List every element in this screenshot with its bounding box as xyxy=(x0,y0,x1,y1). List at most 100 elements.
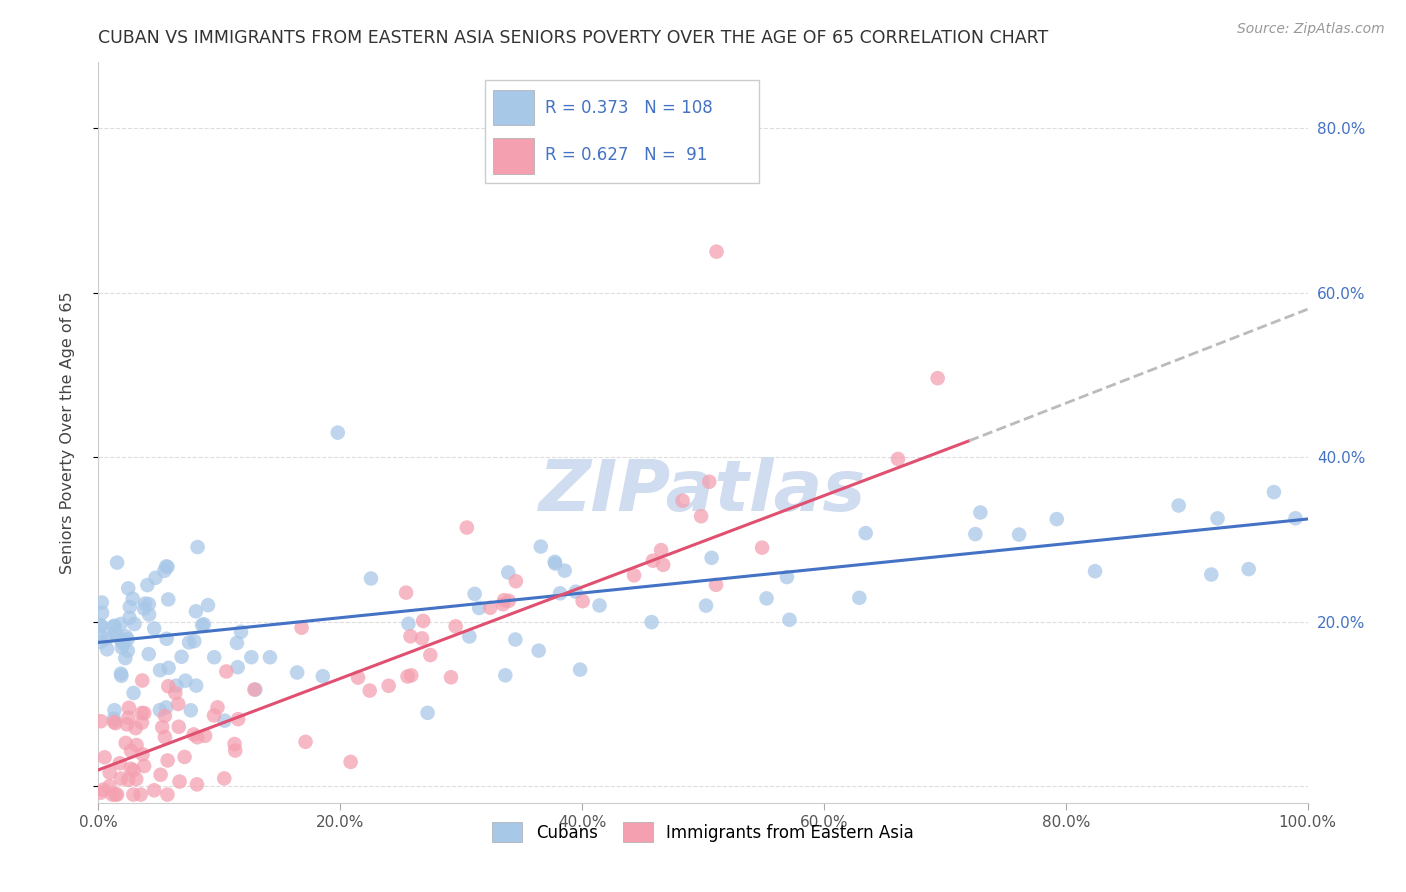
Point xyxy=(138,647,160,661)
Point xyxy=(416,706,439,720)
Point xyxy=(187,540,209,554)
Point xyxy=(339,755,361,769)
Point xyxy=(214,714,236,728)
Point xyxy=(243,682,266,697)
Point xyxy=(1237,562,1260,576)
Point xyxy=(174,673,197,688)
Point xyxy=(704,578,727,592)
Point xyxy=(359,683,381,698)
Point xyxy=(125,738,148,752)
Point xyxy=(103,703,125,717)
Point xyxy=(360,572,382,586)
Point xyxy=(224,743,246,757)
Point xyxy=(153,730,176,744)
Point xyxy=(294,735,316,749)
Point xyxy=(167,697,190,711)
Point xyxy=(91,782,114,797)
Point xyxy=(118,599,141,614)
Point xyxy=(778,613,800,627)
Point xyxy=(505,574,527,589)
Point xyxy=(156,754,179,768)
Point xyxy=(156,559,179,574)
Point xyxy=(240,650,263,665)
Point xyxy=(419,648,441,662)
Point xyxy=(377,679,399,693)
Point xyxy=(117,582,139,596)
Text: CUBAN VS IMMIGRANTS FROM EASTERN ASIA SENIORS POVERTY OVER THE AGE OF 65 CORRELA: CUBAN VS IMMIGRANTS FROM EASTERN ASIA SE… xyxy=(98,29,1049,47)
Point xyxy=(464,587,486,601)
Point xyxy=(118,611,141,625)
Point xyxy=(498,594,520,608)
Point xyxy=(124,617,146,632)
Point xyxy=(155,632,177,646)
Point xyxy=(569,663,592,677)
Point xyxy=(155,559,177,574)
Point xyxy=(396,669,419,683)
Point xyxy=(887,452,910,467)
Point xyxy=(671,493,693,508)
Point xyxy=(652,558,675,572)
Point xyxy=(226,636,249,650)
Point xyxy=(117,632,139,647)
Point xyxy=(395,585,418,599)
Point xyxy=(399,629,422,643)
Point xyxy=(90,629,112,643)
Point xyxy=(479,600,502,615)
Point xyxy=(1008,527,1031,541)
Point xyxy=(1167,499,1189,513)
Point xyxy=(458,630,481,644)
Text: R = 0.627   N =  91: R = 0.627 N = 91 xyxy=(546,146,707,164)
Point xyxy=(122,764,145,778)
Point xyxy=(134,706,156,721)
Point xyxy=(104,788,127,802)
Point xyxy=(138,607,160,622)
Point xyxy=(145,571,167,585)
Point xyxy=(110,633,132,648)
Point xyxy=(143,783,166,797)
Point xyxy=(91,606,114,620)
Point xyxy=(312,669,335,683)
Point xyxy=(440,670,463,684)
Point xyxy=(229,624,252,639)
Point xyxy=(120,744,142,758)
Point xyxy=(544,555,567,569)
Point xyxy=(554,564,576,578)
Point xyxy=(120,762,142,776)
Point xyxy=(125,772,148,786)
Point xyxy=(111,640,134,655)
Point xyxy=(588,599,610,613)
Point xyxy=(527,643,550,657)
Legend: Cubans, Immigrants from Eastern Asia: Cubans, Immigrants from Eastern Asia xyxy=(484,814,922,850)
Point xyxy=(398,616,420,631)
Point xyxy=(115,717,138,731)
Point xyxy=(623,568,645,582)
Point xyxy=(755,591,778,606)
Point xyxy=(112,637,135,651)
Point xyxy=(492,597,515,611)
Point xyxy=(202,708,225,723)
Point xyxy=(194,729,217,743)
Point xyxy=(131,673,153,688)
Point xyxy=(184,604,207,618)
Point xyxy=(544,557,567,571)
Point xyxy=(226,660,249,674)
Point xyxy=(90,618,112,632)
Point xyxy=(927,371,949,385)
Point xyxy=(496,566,519,580)
Point xyxy=(193,617,215,632)
Point xyxy=(143,622,166,636)
Point xyxy=(202,650,225,665)
Point xyxy=(156,788,179,802)
Point xyxy=(965,527,987,541)
Point xyxy=(93,750,115,764)
Point xyxy=(90,595,112,609)
Point xyxy=(110,666,132,681)
Point xyxy=(129,788,152,802)
Point xyxy=(776,570,799,584)
Point xyxy=(131,747,153,762)
Point xyxy=(1263,485,1285,500)
Point xyxy=(640,615,662,629)
Point xyxy=(641,554,664,568)
FancyBboxPatch shape xyxy=(485,80,759,183)
Point xyxy=(121,591,143,606)
